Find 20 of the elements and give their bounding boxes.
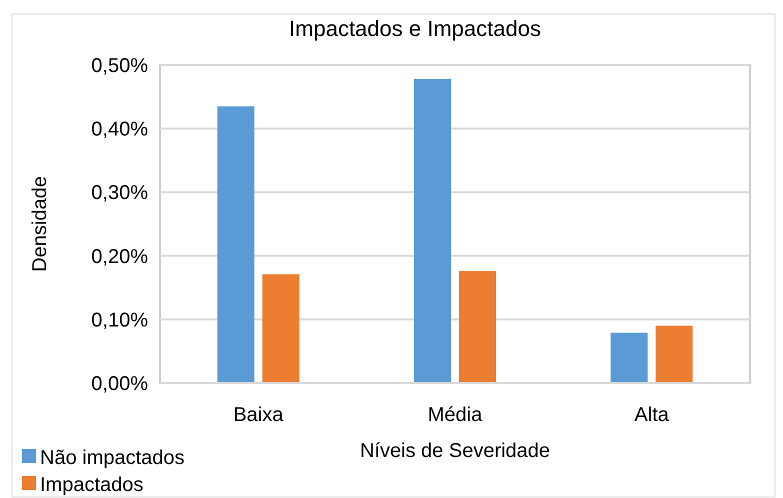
bar	[656, 326, 693, 383]
y-tick-label: 0,50%	[91, 55, 148, 77]
x-tick-label: Média	[428, 404, 484, 426]
bar	[610, 332, 648, 383]
bar	[217, 106, 254, 383]
bar	[459, 271, 496, 383]
chart-title: Impactados e Impactados	[289, 16, 541, 41]
x-tick-label: Alta	[634, 404, 670, 426]
y-tick-label: 0,00%	[91, 373, 148, 395]
bar	[262, 274, 300, 383]
legend-label: Impactados	[40, 474, 144, 496]
y-tick-label: 0,20%	[91, 246, 148, 268]
y-tick-label: 0,40%	[91, 118, 148, 141]
x-axis-title: Níveis de Severidade	[360, 440, 550, 462]
x-tick-label: Baixa	[233, 404, 284, 426]
bar	[414, 78, 451, 383]
legend-label: Não impactados	[40, 447, 185, 469]
y-axis-title: Densidade	[29, 176, 51, 272]
y-tick-label: 0,30%	[91, 182, 148, 204]
y-tick-label: 0,10%	[91, 309, 148, 332]
